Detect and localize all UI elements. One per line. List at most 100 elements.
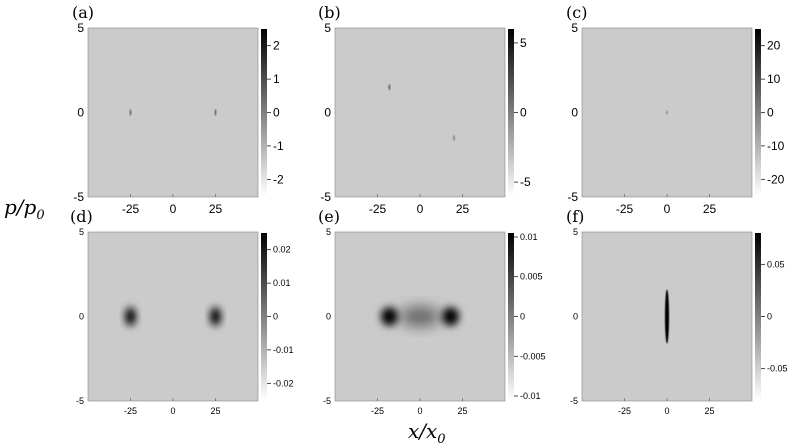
plot-area — [380, 306, 460, 327]
colorbar-tick-label: 10 — [767, 72, 781, 86]
panel-label: (c) — [566, 3, 587, 22]
colorbar-tick-label: 0 — [520, 312, 525, 322]
wigner-peak — [125, 307, 136, 326]
y-tick-label: 5 — [79, 227, 84, 237]
y-tick-label: 0 — [324, 106, 331, 120]
y-tick-label: -5 — [73, 190, 84, 204]
x-tick-label: -25 — [369, 202, 387, 216]
panel-label: (a) — [72, 3, 94, 22]
plot-area — [666, 110, 668, 115]
y-tick-label: 5 — [573, 227, 578, 237]
colorbar-tick-label: 0.02 — [273, 245, 291, 255]
x-tick-label: 25 — [704, 406, 714, 416]
colorbar — [261, 233, 267, 400]
wigner-peak — [380, 307, 398, 326]
colorbar-tick-label: -0.05 — [767, 364, 788, 374]
x-tick-label: -25 — [371, 406, 384, 416]
y-tick-label: 0 — [326, 312, 331, 322]
y-tick-label: -5 — [320, 190, 331, 204]
x-tick-label: 25 — [703, 202, 717, 216]
y-tick-label: 0 — [573, 312, 578, 322]
x-tick-label: 25 — [456, 202, 470, 216]
plot-area — [388, 84, 455, 141]
colorbar-tick-label: -5 — [520, 175, 531, 189]
colorbar — [508, 233, 514, 400]
colorbar-tick-label: 0.01 — [520, 232, 538, 242]
plot-background — [88, 232, 258, 401]
colorbar-tick-label: 0 — [520, 106, 527, 120]
wigner-peak — [399, 306, 441, 327]
x-tick-label: 0 — [417, 202, 424, 216]
x-tick-label: 0 — [417, 406, 422, 416]
x-tick-label: -25 — [122, 202, 140, 216]
colorbar-tick-label: 1 — [273, 72, 280, 86]
colorbar-tick-label: 0 — [273, 312, 278, 322]
wigner-peak — [442, 307, 460, 326]
colorbar — [755, 29, 761, 196]
plot-area — [129, 109, 217, 116]
wigner-peak — [129, 109, 132, 116]
panel-label: (d) — [70, 207, 93, 226]
x-tick-label: -25 — [616, 202, 634, 216]
colorbar — [508, 29, 514, 196]
colorbar — [261, 29, 267, 196]
y-tick-label: 0 — [79, 312, 84, 322]
colorbar-tick-label: 0.05 — [767, 259, 785, 269]
wigner-peak — [214, 109, 217, 116]
colorbar-tick-label: 0 — [273, 106, 280, 120]
x-tick-label: 25 — [210, 406, 220, 416]
x-tick-label: 0 — [170, 202, 177, 216]
y-tick-label: -5 — [567, 190, 578, 204]
y-tick-label: 5 — [326, 227, 331, 237]
x-tick-label: 0 — [664, 406, 669, 416]
y-axis-label: p/p0 — [4, 195, 45, 223]
colorbar-tick-label: 20 — [767, 39, 781, 53]
colorbar-tick-label: -10 — [767, 139, 785, 153]
colorbar-tick-label: -0.01 — [273, 345, 294, 355]
colorbar-tick-label: 0 — [767, 312, 772, 322]
panel-label: (f) — [566, 207, 584, 226]
panel-label: (e) — [318, 207, 340, 226]
wigner-peak — [388, 84, 391, 91]
plot-area — [125, 307, 221, 326]
colorbar-tick-label: 2 — [273, 39, 280, 53]
y-tick-label: -5 — [323, 396, 331, 406]
wigner-peak — [210, 307, 221, 326]
colorbar — [755, 233, 761, 400]
y-tick-label: 0 — [571, 106, 578, 120]
colorbar-tick-label: -1 — [273, 139, 284, 153]
y-tick-label: 5 — [324, 21, 331, 35]
plot-background — [88, 28, 258, 197]
colorbar-tick-label: -20 — [767, 172, 785, 186]
wigner-peak — [664, 289, 670, 344]
y-tick-label: 0 — [77, 106, 84, 120]
y-tick-label: -5 — [76, 396, 84, 406]
x-tick-label: 25 — [457, 406, 467, 416]
colorbar-tick-label: 5 — [520, 36, 527, 50]
wigner-peak — [666, 110, 668, 115]
y-tick-label: 5 — [571, 21, 578, 35]
x-tick-label: 0 — [170, 406, 175, 416]
wigner-peak — [453, 134, 455, 141]
colorbar-tick-label: 0.005 — [520, 272, 543, 282]
x-axis-label: x/x0 — [408, 419, 446, 444]
x-tick-label: -25 — [124, 406, 137, 416]
plot-background — [335, 28, 505, 197]
colorbar-tick-label: 0.01 — [273, 278, 291, 288]
colorbar-tick-label: -0.02 — [273, 378, 294, 388]
y-tick-label: -5 — [570, 396, 578, 406]
colorbar-tick-label: -2 — [273, 172, 284, 186]
panel-label: (b) — [318, 3, 341, 22]
x-tick-label: 0 — [664, 202, 671, 216]
x-tick-label: 25 — [209, 202, 223, 216]
colorbar-tick-label: -0.01 — [520, 391, 541, 401]
y-tick-label: 5 — [77, 21, 84, 35]
x-tick-label: -25 — [618, 406, 631, 416]
plot-area — [664, 289, 670, 344]
